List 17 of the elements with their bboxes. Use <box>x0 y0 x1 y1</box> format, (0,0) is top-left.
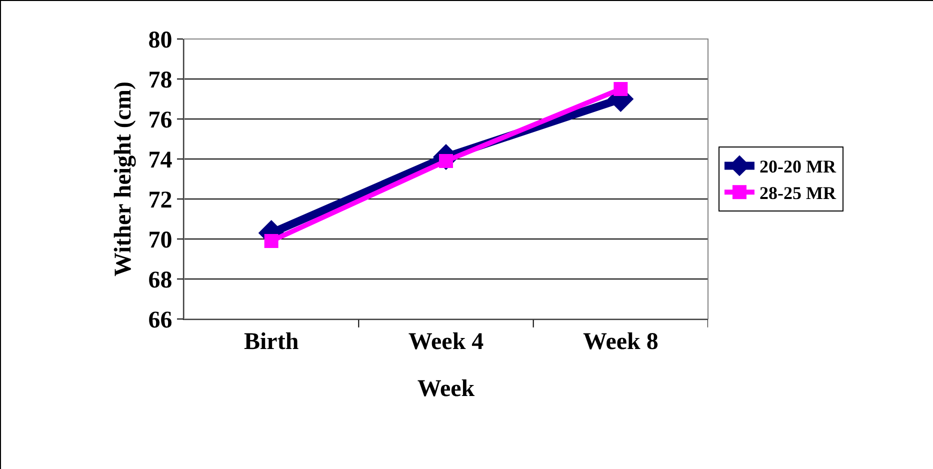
y-tick-label: 70 <box>148 227 172 254</box>
y-tick-label: 72 <box>148 187 172 214</box>
legend-label: 20-20 MR <box>759 156 837 177</box>
y-axis-title: Wither height (cm) <box>110 81 136 277</box>
y-tick-label: 80 <box>148 27 172 54</box>
y-tick-label: 66 <box>148 307 172 334</box>
x-tick-label: Birth <box>244 328 299 355</box>
y-tick-label: 78 <box>148 67 172 94</box>
x-tick-label: Week 4 <box>408 328 484 355</box>
y-tick-label: 76 <box>148 107 172 134</box>
legend-label: 28-25 MR <box>759 183 837 204</box>
x-tick-label: Week 8 <box>583 328 658 355</box>
y-tick-label: 74 <box>148 147 172 174</box>
point <box>614 82 628 96</box>
y-tick-label: 68 <box>148 267 172 294</box>
point <box>264 234 278 248</box>
x-axis-title: Week <box>417 376 476 402</box>
